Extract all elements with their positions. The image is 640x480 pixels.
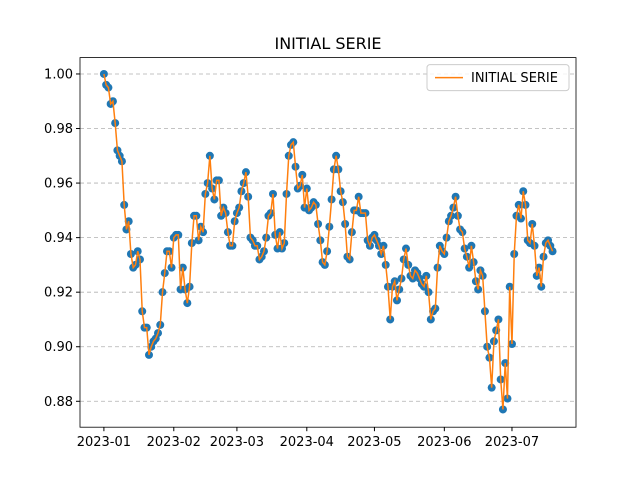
x-tick-label: 2023-02 [147, 435, 201, 450]
y-tick-label: 0.92 [44, 286, 73, 301]
y-tick-label: 0.90 [44, 340, 73, 355]
y-tick-label: 0.98 [44, 122, 73, 137]
axes-frame [79, 57, 577, 428]
line [103, 73, 554, 410]
y-tick-label: 1.00 [44, 67, 73, 82]
legend: INITIAL SERIE [426, 64, 570, 92]
y-tick-label: 0.88 [44, 395, 73, 410]
x-tick-label: 2023-07 [485, 435, 539, 450]
x-tick-label: 2023-05 [347, 435, 401, 450]
legend-box [426, 64, 570, 92]
x-tick-label: 2023-04 [280, 435, 334, 450]
x-tick-label: 2023-03 [210, 435, 264, 450]
x-tick-label: 2023-06 [417, 435, 471, 450]
point [99, 69, 108, 78]
y-tick-label: 0.94 [44, 231, 73, 246]
y-tick-label: 0.96 [44, 177, 73, 192]
legend-label: INITIAL SERIE [471, 71, 558, 86]
point [548, 247, 557, 256]
chart-title: INITIAL SERIE [274, 34, 381, 53]
x-tick-label: 2023-01 [77, 435, 131, 450]
